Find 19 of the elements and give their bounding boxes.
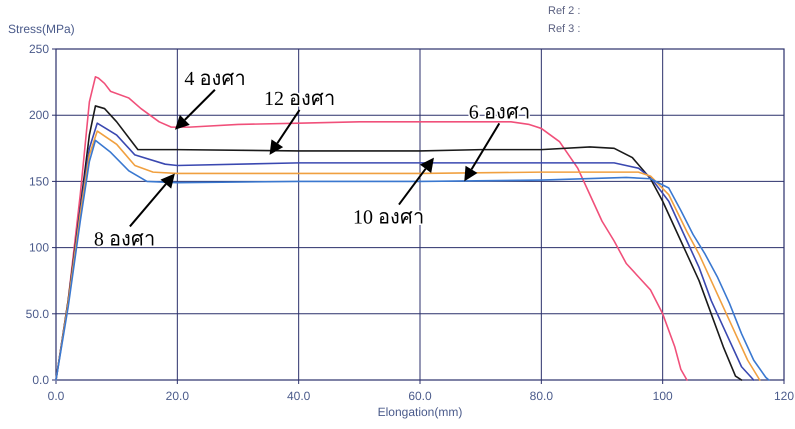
y-tick-label: 250 <box>28 42 50 56</box>
y-tick-label: 0.0 <box>32 373 50 387</box>
x-tick-label: 80.0 <box>530 389 554 403</box>
text: Ref 3 : <box>548 23 580 35</box>
x-tick-label: 20.0 <box>166 389 190 403</box>
x-tick-label: 0.0 <box>48 389 65 403</box>
x-tick-label: 100 <box>652 389 673 403</box>
x-tick-label: 60.0 <box>408 389 432 403</box>
y-tick-label: 50.0 <box>26 306 50 321</box>
x-axis-title: Elongation(mm) <box>378 405 462 419</box>
annotation: 4 องศา <box>184 68 246 90</box>
text: Ref 2 : <box>548 5 580 17</box>
x-tick-label: 40.0 <box>286 389 311 403</box>
y-tick-label: 100 <box>28 240 50 255</box>
y-axis-title: Stress(MPa) <box>8 22 75 36</box>
y-tick-label: 150 <box>28 174 50 188</box>
x-tick-label: 120 <box>774 389 794 403</box>
y-tick-label: 200 <box>28 108 50 122</box>
annotation: 8 องศา <box>94 228 155 250</box>
